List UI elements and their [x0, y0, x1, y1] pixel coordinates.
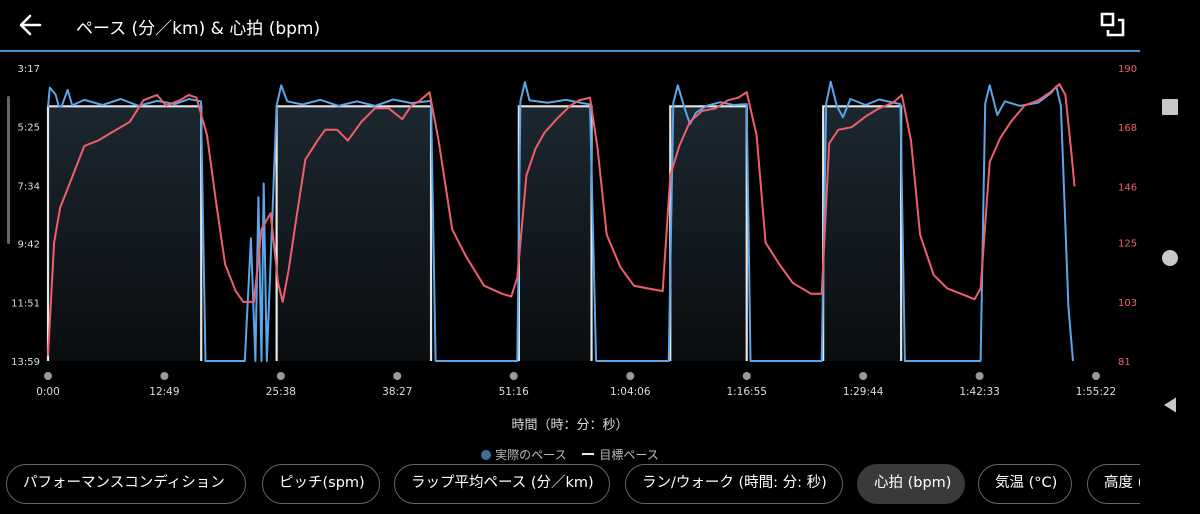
x-axis-tick-1: 0:00: [36, 386, 60, 398]
triangle-back-icon: [1164, 397, 1176, 413]
x-axis-title: 時間（時：分：秒）: [511, 418, 629, 433]
chip-heart-rate[interactable]: 心拍 (bpm): [857, 464, 965, 504]
system-navigation-bar: [1140, 0, 1200, 514]
left-axis-tick-3: 7:34: [18, 181, 40, 192]
chip-performance-condition[interactable]: パフォーマンスコンディション: [6, 464, 246, 504]
left-axis-tick-2: 5:25: [18, 122, 40, 133]
legend-target-pace-label: 目標ペース: [599, 448, 659, 462]
x-axis-dot-7: [742, 372, 751, 380]
chip-lap-average-pace[interactable]: ラップ平均ペース (分／km): [394, 464, 610, 504]
target-pace-outline-1: [46, 105, 203, 361]
x-axis-dot-8: [859, 372, 868, 380]
square-recents-icon: [1162, 99, 1178, 115]
x-axis-tick-4: 38:27: [382, 386, 412, 398]
left-axis-tick-4: 9:42: [18, 240, 40, 251]
x-axis-tick-2: 12:49: [149, 386, 179, 398]
target-pace-block-3: [518, 106, 592, 361]
x-axis-dot-4: [393, 372, 402, 380]
chip-cadence[interactable]: ピッチ(spm): [262, 464, 380, 504]
chart-legend: 実際のペース 目標ペース: [0, 446, 1140, 463]
left-axis-tick-1: 3:17: [18, 64, 40, 75]
right-axis-tick-3: 146: [1118, 182, 1137, 193]
left-axis-tick-6: 13:59: [11, 357, 40, 368]
target-pace-dash-icon: [582, 453, 595, 455]
metric-chip-row[interactable]: パフォーマンスコンディション ピッチ(spm) ラップ平均ペース (分／km) …: [0, 462, 1140, 506]
actual-pace-dot-icon: [481, 450, 492, 460]
x-axis-dot-9: [975, 372, 984, 380]
app-screen: ペース (分／km) & 心拍 (bpm) 3:17 5:25 7:34 9:42 11…: [0, 0, 1140, 506]
x-axis-dot-6: [626, 372, 635, 380]
app-header: ペース (分／km) & 心拍 (bpm): [0, 0, 1140, 50]
chip-run-walk[interactable]: ラン/ウォーク (時間: 分: 秒): [625, 464, 843, 504]
x-axis-dot-1: [44, 372, 52, 380]
x-axis-dot-2: [160, 372, 169, 380]
actual-pace-line: [47, 80, 1074, 362]
arrow-left-icon: [19, 14, 42, 36]
pace-heart-rate-chart[interactable]: 3:17 5:25 7:34 9:42 11:51 13:59 190 168 146 125 10…: [0, 56, 1140, 406]
right-axis-tick-1: 190: [1118, 64, 1137, 75]
target-pace-block-2: [276, 106, 432, 361]
home-button[interactable]: [1161, 249, 1179, 271]
x-axis-tick-8: 1:29:44: [843, 386, 884, 398]
exit-fullscreen-button[interactable]: [1098, 10, 1128, 40]
chip-elevation[interactable]: 高度 (m): [1087, 464, 1140, 504]
target-pace-block-1: [48, 106, 202, 361]
scroll-indicator[interactable]: [7, 96, 10, 244]
chip-temperature[interactable]: 気温 (°C): [978, 464, 1072, 504]
right-axis-tick-5: 103: [1118, 298, 1137, 309]
circle-home-icon: [1162, 250, 1178, 266]
legend-actual-pace: 実際のペース: [481, 446, 567, 463]
x-axis-tick-3: 25:38: [266, 386, 296, 398]
right-axis-tick-4: 125: [1118, 239, 1137, 250]
recents-button[interactable]: [1161, 98, 1179, 120]
x-axis-dot-3: [276, 372, 285, 380]
x-axis-tick-5: 51:16: [499, 386, 530, 398]
back-button[interactable]: [14, 10, 48, 40]
right-axis-tick-2: 168: [1118, 123, 1137, 134]
legend-actual-pace-label: 実際のペース: [495, 448, 567, 462]
exit-fullscreen-icon: [1100, 12, 1125, 37]
target-pace-block-4: [670, 106, 747, 361]
x-axis-tick-10: 1:55:22: [1076, 386, 1116, 398]
x-axis-dot-10: [1092, 372, 1100, 380]
nav-back-button[interactable]: [1161, 396, 1179, 418]
target-pace-outline-2: [275, 105, 433, 361]
legend-target-pace: 目標ペース: [582, 446, 659, 463]
heart-rate-line: [47, 83, 1076, 356]
x-axis-tick-6: 1:04:06: [610, 386, 651, 398]
x-axis-dot-5: [509, 372, 518, 380]
header-divider: [0, 50, 1140, 52]
x-axis-tick-9: 1:42:33: [959, 386, 999, 398]
x-axis-tick-7: 1:16:55: [726, 386, 766, 398]
left-axis-tick-5: 11:51: [11, 299, 40, 310]
right-axis-tick-6: 81: [1118, 357, 1131, 368]
target-pace-block-5: [823, 106, 902, 361]
page-title: ペース (分／km) & 心拍 (bpm): [76, 19, 321, 39]
